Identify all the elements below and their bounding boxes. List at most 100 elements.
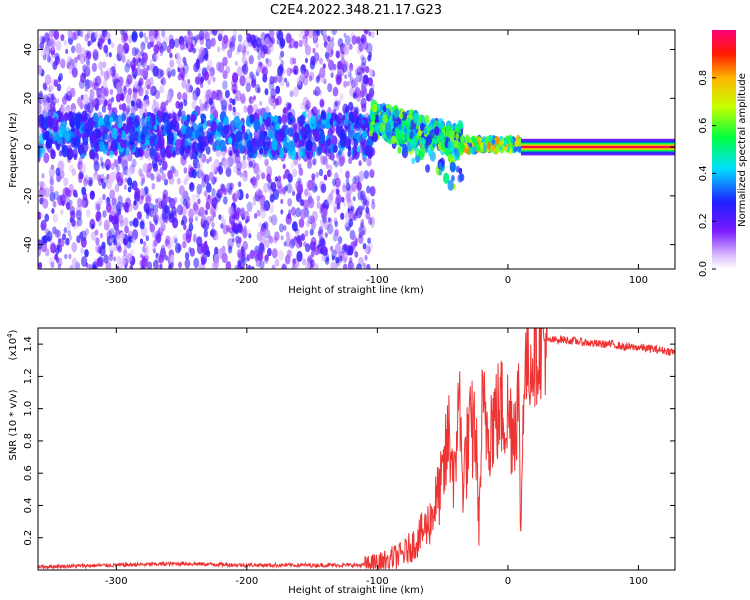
spectrogram-cell (71, 242, 78, 253)
spectrogram-cell (397, 146, 402, 154)
spectrogram-cell (309, 228, 314, 236)
spectrogram-cell (308, 197, 315, 209)
spectrogram-cell (366, 185, 371, 194)
spectrogram-cell (116, 265, 119, 269)
spectrogram-cell (67, 147, 74, 159)
spectrogram-cell (449, 129, 456, 141)
spectrogram-cell (200, 243, 207, 254)
spectrogram-cell (365, 206, 370, 214)
spectrogram-cell (51, 45, 55, 52)
spectrogram-cell (144, 36, 149, 44)
spectrogram-cell (191, 93, 198, 103)
spectrogram-cell (40, 241, 47, 253)
spectrogram-cell (275, 85, 281, 95)
spectrogram-cell (252, 103, 259, 114)
spectrogram-cell (102, 210, 107, 218)
spectrogram-cell (356, 36, 361, 44)
spectrogram-cell (212, 142, 216, 149)
spectrogram-cell (38, 262, 43, 269)
spectrogram-cell (284, 77, 288, 83)
spectrogram-cell (253, 213, 258, 219)
spectrogram-cell (83, 56, 87, 62)
spectrogram-x-tick-label: 0 (505, 275, 511, 286)
spectrogram-cell (196, 161, 203, 172)
spectrogram-cell (348, 210, 355, 221)
spectrogram-cell (429, 125, 433, 131)
spectrogram-cell (352, 176, 357, 184)
spectrogram-cell (219, 161, 222, 168)
spectrogram-cell (92, 48, 99, 60)
spectrogram-cell (472, 136, 478, 145)
spectrogram-cell (96, 129, 102, 139)
spectrogram-cell (363, 170, 369, 180)
spectrogram-cell (199, 169, 204, 178)
spectrogram-cell (95, 237, 100, 245)
spectrogram-cell (207, 133, 214, 145)
spectrogram-cell (344, 35, 351, 46)
spectrogram-cell (334, 229, 339, 237)
spectrogram-cell (166, 45, 172, 54)
spectrogram-cell (120, 172, 124, 179)
spectrogram-y-tick-label: 40 (23, 43, 34, 56)
spectrogram-cell (243, 225, 247, 231)
spectrogram-cell (217, 33, 223, 42)
spectrogram-cell (137, 211, 143, 220)
spectrogram-cell (178, 102, 184, 111)
colorbar: 0.0 0.2 0.4 0.6 0.8 Normalized spectral ampl… (698, 30, 748, 277)
spectrogram-cell (263, 182, 269, 193)
spectrogram-cell (50, 149, 56, 160)
snr-y-tick-label: 1.4 (23, 336, 34, 352)
spectrogram-cell (265, 62, 269, 69)
spectrogram-cell (267, 180, 273, 190)
spectrogram-cell (46, 96, 51, 104)
spectrogram-cell (249, 114, 255, 124)
spectrogram-cell (155, 198, 159, 204)
spectrogram-cell (330, 72, 334, 78)
spectrogram-cell (361, 229, 365, 236)
spectrogram-cell (54, 253, 59, 261)
spectrogram-cell (54, 52, 60, 62)
spectrogram-cell (283, 241, 287, 247)
spectrogram-cell (140, 265, 145, 269)
spectrogram-cell (369, 169, 375, 179)
spectrogram-cell (327, 223, 334, 235)
spectrogram-cell (183, 69, 188, 78)
spectrogram-cell (187, 44, 191, 50)
spectrogram-cell (181, 215, 188, 225)
spectrogram-cell (64, 253, 68, 260)
spectrogram-cell (282, 174, 286, 180)
spectrogram-cell (247, 147, 254, 159)
spectrogram-cell (356, 263, 362, 269)
spectrogram-cell (75, 43, 82, 54)
spectrogram-cell (394, 127, 399, 135)
spectrogram-cell (116, 82, 122, 91)
spectrogram-cell (349, 43, 353, 50)
spectrogram-cell (326, 163, 330, 169)
spectrogram-cell (258, 222, 262, 228)
spectrogram-cell (278, 186, 283, 194)
spectrogram-cell (45, 248, 50, 257)
spectrogram-cell (41, 187, 47, 197)
spectrogram-cell (370, 220, 375, 228)
spectrogram-tone-band (521, 145, 675, 149)
spectrogram-cell (183, 224, 187, 231)
spectrogram-cell (67, 189, 72, 198)
spectrogram-cell (121, 159, 129, 171)
spectrogram-cell (305, 243, 311, 253)
spectrogram-cell (205, 201, 211, 210)
spectrogram-cell (231, 34, 237, 43)
spectrogram-cell (183, 178, 188, 186)
spectrogram-cell (506, 143, 509, 149)
spectrogram-cell (165, 91, 171, 100)
spectrogram-cell (282, 163, 286, 170)
spectrogram-cell (44, 85, 48, 92)
spectrogram-cell (106, 67, 113, 79)
spectrogram-cell (119, 47, 126, 59)
spectrogram-cell (99, 156, 103, 162)
spectrogram-cell (119, 104, 123, 111)
spectrogram-cell (231, 231, 235, 238)
spectrogram-cell (293, 69, 297, 74)
spectrogram-cell (360, 62, 367, 72)
spectrogram-cell (162, 193, 167, 200)
